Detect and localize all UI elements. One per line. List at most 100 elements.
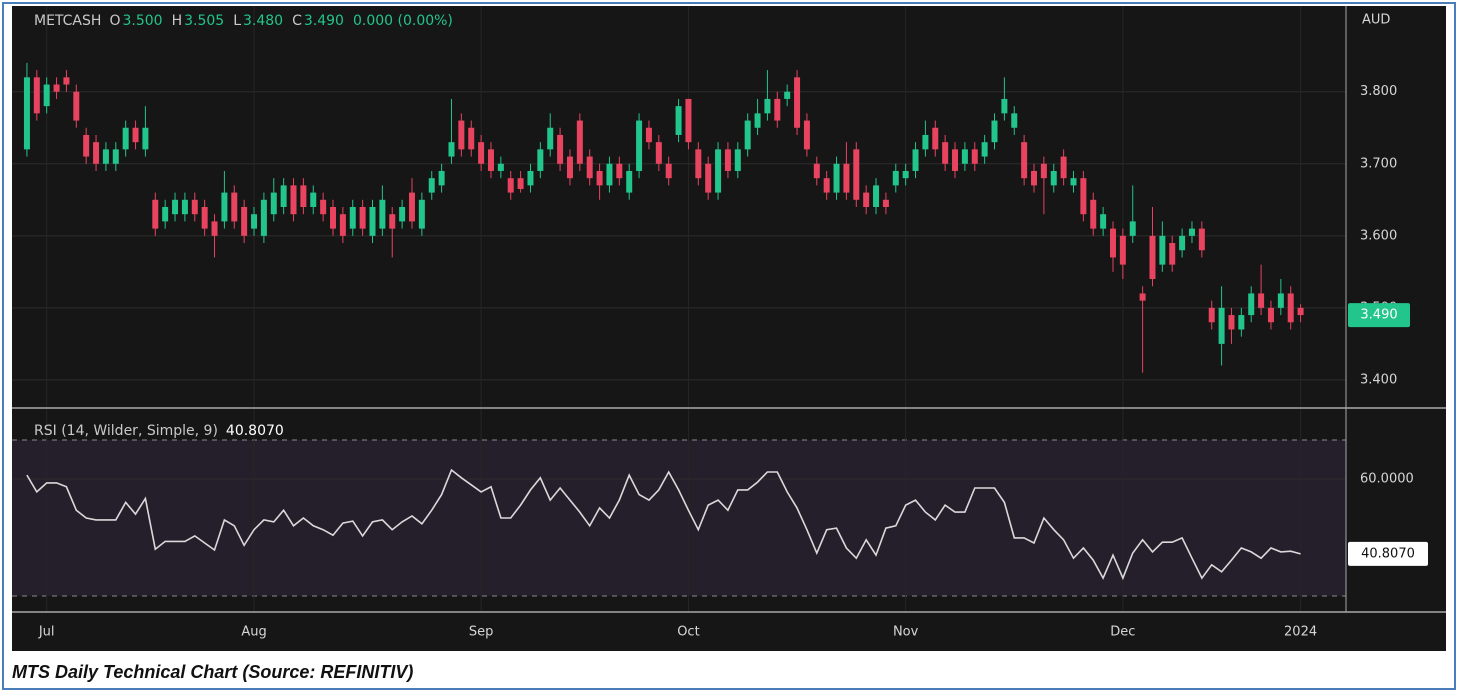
candle-body bbox=[93, 142, 100, 164]
candle-body bbox=[359, 207, 366, 229]
candle-body bbox=[379, 199, 386, 229]
candle-body bbox=[487, 149, 494, 171]
candle-body bbox=[586, 156, 593, 179]
candle-body bbox=[991, 120, 998, 143]
candle-body bbox=[813, 163, 820, 179]
candle-body bbox=[1100, 214, 1107, 229]
candle-body bbox=[1031, 170, 1038, 186]
candle-body bbox=[1001, 98, 1008, 114]
rsi-line bbox=[26, 468, 1301, 581]
candle-body bbox=[1208, 307, 1215, 323]
candle-body bbox=[527, 170, 534, 186]
candle-body bbox=[438, 170, 445, 186]
candle-body bbox=[1218, 307, 1225, 344]
rsi-value: 40.8070 bbox=[225, 423, 284, 439]
candle-body bbox=[458, 120, 465, 150]
candle-body bbox=[971, 149, 978, 164]
last-price-box bbox=[1348, 303, 1410, 328]
candle-body bbox=[1287, 293, 1294, 323]
candle-body bbox=[823, 178, 830, 193]
candle-body bbox=[1188, 228, 1195, 236]
candle-body bbox=[517, 178, 524, 189]
candle-body bbox=[290, 185, 297, 215]
candle-body bbox=[833, 163, 840, 193]
ohlc-value: 3.500 bbox=[122, 13, 163, 29]
ohlc-value: 3.505 bbox=[184, 13, 225, 29]
candle-body bbox=[1040, 163, 1047, 179]
y-tick-label: 3.800 bbox=[1360, 84, 1397, 99]
change: 0.000 (0.00%) bbox=[352, 13, 453, 29]
candle-body bbox=[1169, 243, 1176, 265]
candle-body bbox=[892, 170, 899, 186]
marks bbox=[23, 62, 1304, 581]
candle-body bbox=[122, 127, 129, 150]
candle-body bbox=[873, 185, 880, 207]
ohlc-value: 3.480 bbox=[243, 13, 284, 29]
x-tick-label: Sep bbox=[469, 625, 494, 640]
candle-body bbox=[576, 120, 583, 164]
candle-body bbox=[181, 199, 188, 215]
candle-body bbox=[389, 214, 396, 229]
candle-body bbox=[557, 134, 564, 164]
candle-body bbox=[665, 163, 672, 179]
candle-body bbox=[112, 149, 119, 164]
candle-body bbox=[63, 77, 70, 85]
candle-body bbox=[201, 207, 208, 229]
candle-body bbox=[1070, 178, 1077, 186]
candle-body bbox=[399, 207, 406, 222]
candle-body bbox=[320, 199, 327, 215]
x-tick-label: Dec bbox=[1110, 625, 1135, 640]
last-rsi-label: 40.8070 bbox=[1361, 546, 1415, 561]
candle-body bbox=[1297, 307, 1304, 316]
candle-body bbox=[863, 192, 870, 207]
candle-body bbox=[211, 221, 218, 236]
ohlc-value: 3.490 bbox=[303, 13, 344, 29]
candle-body bbox=[882, 199, 889, 207]
candle-body bbox=[754, 113, 761, 128]
candle-body bbox=[744, 120, 751, 150]
candle-body bbox=[1050, 170, 1057, 186]
candle-body bbox=[369, 207, 376, 236]
candle-body bbox=[853, 149, 860, 200]
candle-body bbox=[764, 98, 771, 114]
plot-layers: 3.400 3.500 3.600 3.700 3.800 3.490 60.0000 Jul… bbox=[12, 6, 1428, 640]
candle-body bbox=[191, 199, 198, 215]
last-rsi-box bbox=[1348, 541, 1428, 566]
candle-body bbox=[507, 178, 514, 193]
rsi-title: RSI (14, Wilder, Simple, 9) bbox=[34, 423, 218, 439]
candle-body bbox=[280, 185, 287, 207]
candle-body bbox=[349, 207, 356, 229]
rsi-header: RSI (14, Wilder, Simple, 9) 40.8070 bbox=[34, 423, 286, 439]
last-price-label: 3.490 bbox=[1360, 308, 1397, 323]
ohlc-key: O bbox=[109, 13, 121, 29]
candle-body bbox=[843, 163, 850, 193]
x-tick-label: Oct bbox=[677, 625, 699, 640]
candle-body bbox=[1228, 315, 1235, 330]
candle-body bbox=[784, 91, 791, 99]
candle-body bbox=[33, 77, 40, 114]
ohlc-key: C bbox=[292, 13, 302, 29]
candle-body bbox=[251, 214, 258, 229]
candle-body bbox=[685, 98, 692, 143]
candle-body bbox=[1129, 221, 1136, 236]
grid bbox=[12, 6, 1346, 612]
candle-body bbox=[142, 127, 149, 150]
candle-body bbox=[1119, 235, 1126, 265]
candle-body bbox=[1248, 293, 1255, 316]
candle-body bbox=[468, 127, 475, 150]
candle-body bbox=[73, 91, 80, 121]
candle-body bbox=[961, 149, 968, 164]
candle-body bbox=[339, 214, 346, 236]
y-tick-label: 3.400 bbox=[1360, 372, 1397, 387]
candle-body bbox=[596, 170, 603, 186]
candle-body bbox=[675, 106, 682, 135]
caption: MTS Daily Technical Chart (Source: REFIN… bbox=[12, 662, 414, 682]
candle-body bbox=[537, 149, 544, 171]
candle-body bbox=[912, 149, 919, 171]
candle-body bbox=[23, 77, 30, 150]
candle-body bbox=[132, 127, 139, 143]
candle-body bbox=[1109, 228, 1116, 258]
candle-body bbox=[1238, 315, 1245, 330]
candle-body bbox=[981, 142, 988, 157]
